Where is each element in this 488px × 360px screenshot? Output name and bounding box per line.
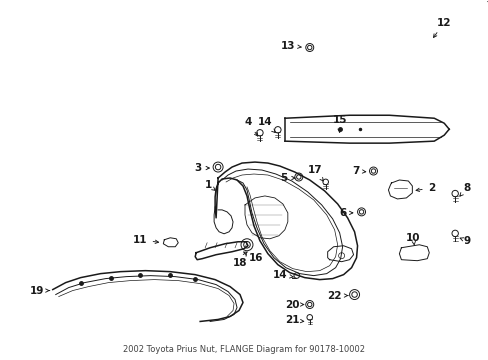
Text: 12: 12	[432, 18, 450, 37]
Text: 8: 8	[459, 183, 470, 196]
Text: 11: 11	[133, 235, 158, 245]
Text: 18: 18	[232, 252, 247, 268]
Text: 4: 4	[244, 117, 257, 136]
Text: 2002 Toyota Prius Nut, FLANGE Diagram for 90178-10002: 2002 Toyota Prius Nut, FLANGE Diagram fo…	[123, 345, 364, 354]
Text: 16: 16	[243, 252, 263, 263]
Text: 14: 14	[272, 270, 293, 280]
Text: 7: 7	[351, 166, 365, 176]
Text: 1: 1	[204, 180, 215, 190]
Text: 9: 9	[459, 236, 470, 246]
Text: 5: 5	[280, 173, 294, 183]
Text: 14: 14	[257, 117, 275, 132]
Text: 21: 21	[285, 315, 303, 325]
Text: 2: 2	[415, 183, 434, 193]
Text: 22: 22	[327, 291, 347, 301]
Text: 3: 3	[194, 163, 209, 173]
Text: 6: 6	[338, 208, 352, 218]
Text: 17: 17	[307, 165, 323, 181]
Text: 13: 13	[280, 41, 301, 50]
Text: 19: 19	[30, 285, 49, 296]
Text: 10: 10	[405, 233, 420, 246]
Text: 15: 15	[332, 115, 346, 132]
Text: 20: 20	[285, 300, 303, 310]
